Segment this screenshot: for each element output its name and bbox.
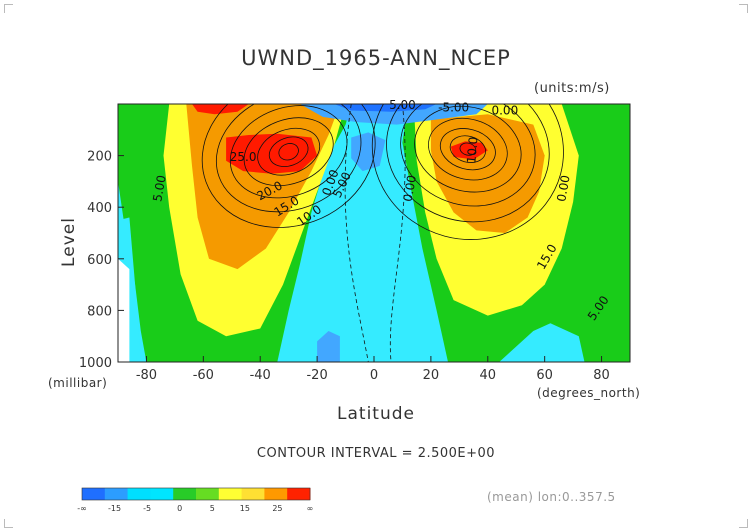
contour-label: -5.00 xyxy=(438,101,469,115)
contour-label: 25.0 xyxy=(230,150,257,164)
x-tick-label: -20 xyxy=(306,368,327,383)
x-axis-label: Latitude xyxy=(337,404,415,424)
contour-line xyxy=(201,104,376,228)
colorbar-label: -5 xyxy=(143,504,151,513)
contour-line xyxy=(371,104,564,240)
contour-line xyxy=(257,127,321,176)
easterly-patch xyxy=(351,132,386,172)
contour-line xyxy=(449,135,486,163)
y-unit-label: (millibar) xyxy=(48,376,108,390)
colorbar-swatch xyxy=(287,488,311,500)
x-tick-label: -80 xyxy=(136,368,157,383)
crop-mark xyxy=(739,519,748,528)
zero-contour xyxy=(344,104,369,362)
x-tick-label: 0 xyxy=(370,368,378,383)
contour-line xyxy=(215,104,362,213)
colorbar-swatch xyxy=(196,488,220,500)
x-unit-label: (degrees_north) xyxy=(537,386,641,400)
colorbar-label: -15 xyxy=(108,504,121,513)
crop-mark xyxy=(4,4,13,13)
colorbar-swatch xyxy=(264,488,288,500)
y-tick-label: 600 xyxy=(87,253,112,268)
x-tick-label: 60 xyxy=(536,368,553,383)
colorbar-frame xyxy=(81,487,311,501)
contour-label: 5.00 xyxy=(389,98,416,112)
colorbar-swatch xyxy=(104,488,129,500)
y-tick-label: 800 xyxy=(87,304,112,319)
colorbar-label: 0 xyxy=(177,504,182,513)
zero-contour xyxy=(389,104,406,362)
units-label: (units:m/s) xyxy=(534,81,610,96)
y-tick-label: 200 xyxy=(87,150,112,165)
contour-label: 0.00 xyxy=(554,174,572,203)
contour-line xyxy=(386,104,550,223)
contour-line xyxy=(268,136,309,167)
averaging-footnote: (mean) lon:0..357.5 xyxy=(487,490,616,504)
x-tick-label: 20 xyxy=(423,368,440,383)
contour-line xyxy=(439,128,496,171)
jet-core-upper-south xyxy=(192,104,249,115)
contour-line xyxy=(459,142,477,156)
y-tick-label: 400 xyxy=(87,201,112,216)
colorbar-label: 5 xyxy=(210,504,215,513)
x-tick-label: 40 xyxy=(480,368,497,383)
contour-line xyxy=(278,143,299,161)
colorbar-swatch xyxy=(173,488,197,500)
contour-line xyxy=(229,105,348,199)
colorbar-swatch xyxy=(82,488,106,500)
chart-title: UWND_1965-ANN_NCEP xyxy=(241,46,511,70)
contour-line xyxy=(400,104,536,207)
colorbar-label: ∞ xyxy=(307,504,314,513)
colorbar-label: 15 xyxy=(240,504,250,513)
colorbar-label: -∞ xyxy=(77,504,87,513)
contour-label: 0.00 xyxy=(491,103,518,117)
contour-label: 5.00 xyxy=(150,174,168,203)
contour-line xyxy=(414,105,522,193)
y-tick-label: 1000 xyxy=(79,356,112,371)
x-tick-label: -60 xyxy=(193,368,214,383)
x-tick-label: 80 xyxy=(593,368,610,383)
contour-line xyxy=(243,117,334,187)
colorbar-swatch xyxy=(127,488,151,500)
contour-label: 0.00 xyxy=(401,174,419,203)
crop-mark xyxy=(4,519,13,528)
crop-mark xyxy=(739,4,748,13)
easterly-top-core xyxy=(334,104,437,112)
colorbar-swatch xyxy=(218,488,243,500)
colorbar-swatch xyxy=(150,488,174,500)
colorbar-swatch xyxy=(241,488,265,500)
contour-line xyxy=(428,117,508,181)
x-tick-label: -40 xyxy=(250,368,271,383)
contour-interval-label: CONTOUR INTERVAL = 2.500E+00 xyxy=(256,446,496,461)
easterly-patch-low xyxy=(317,331,340,362)
colorbar-label: 25 xyxy=(272,504,282,513)
contour-label: 10.0 xyxy=(464,136,480,164)
jet-core-north xyxy=(450,141,488,160)
